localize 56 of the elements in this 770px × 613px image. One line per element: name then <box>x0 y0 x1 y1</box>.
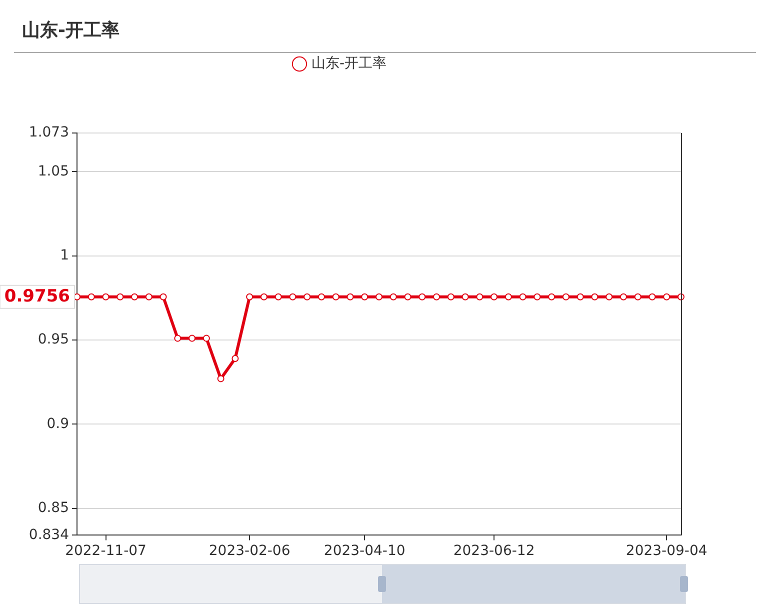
point <box>404 293 412 300</box>
chart-title: 山东-开工率 <box>22 19 120 42</box>
point <box>289 293 296 300</box>
point <box>562 293 570 300</box>
x-tick-label: 2023-02-06 <box>208 543 290 560</box>
x-tick-label: 2023-06-12 <box>453 543 535 560</box>
y-tick-label: 0.9 <box>46 416 69 432</box>
x-tick-label: 2023-04-10 <box>324 543 406 560</box>
y-tick-label: 0.834 <box>28 526 70 543</box>
x-tick-label: 2022-11-07 <box>65 543 146 560</box>
point <box>332 293 340 300</box>
x-tick-label: 2023-09-04 <box>626 543 708 560</box>
point <box>634 293 642 300</box>
point <box>202 334 210 342</box>
y-tick-label: 0.95 <box>38 332 69 348</box>
legend-label: 山东-开工率 <box>311 56 387 72</box>
point <box>433 293 440 300</box>
point <box>462 293 469 300</box>
point <box>476 293 484 300</box>
point <box>188 334 196 342</box>
point <box>620 293 627 300</box>
point <box>174 334 182 342</box>
point <box>376 293 382 300</box>
point <box>346 293 354 300</box>
point <box>490 293 498 300</box>
point <box>663 293 670 300</box>
point <box>447 293 454 300</box>
y-tick-label: 1.073 <box>28 124 69 141</box>
y-tick-label: 0.85 <box>38 500 69 516</box>
point <box>116 293 124 300</box>
point <box>304 293 311 300</box>
point <box>504 293 512 300</box>
y-tick-label: 1 <box>60 247 69 264</box>
text: 0.9756 <box>4 286 70 306</box>
point <box>534 293 541 300</box>
point <box>648 293 656 300</box>
y-tick-label: 1.05 <box>38 163 69 180</box>
point <box>217 375 224 382</box>
point <box>102 293 110 300</box>
point <box>160 293 167 300</box>
point <box>274 293 282 300</box>
point <box>318 293 325 300</box>
point <box>548 293 556 300</box>
point <box>576 293 584 300</box>
point <box>232 355 239 362</box>
point <box>260 293 268 300</box>
point <box>88 293 95 300</box>
point <box>131 293 138 300</box>
point <box>519 293 526 300</box>
point <box>606 293 613 300</box>
point <box>361 293 368 300</box>
point <box>418 293 426 300</box>
point <box>145 293 152 300</box>
point <box>390 293 397 300</box>
point <box>246 293 254 300</box>
point <box>591 293 598 300</box>
